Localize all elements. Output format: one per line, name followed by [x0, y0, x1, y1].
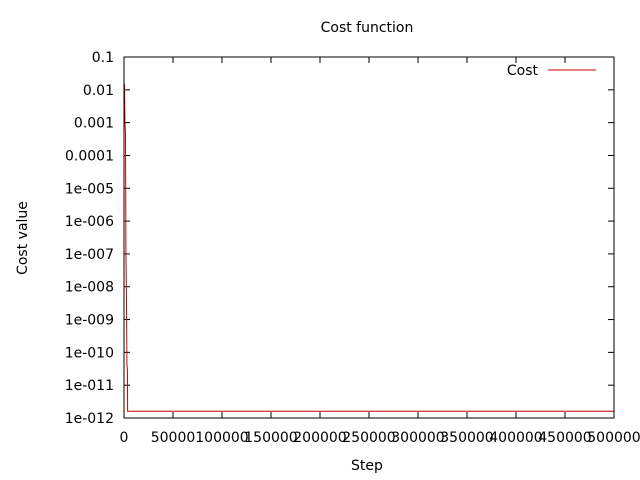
x-tick-label: 150000 — [244, 430, 297, 446]
y-tick-label: 0.0001 — [65, 148, 114, 164]
y-tick-label: 0.001 — [74, 116, 114, 132]
y-tick-label: 1e-005 — [65, 181, 114, 197]
y-tick-label: 0.1 — [92, 50, 114, 66]
x-tick-label: 200000 — [293, 430, 346, 446]
x-tick-label: 0 — [120, 430, 129, 446]
x-axis-label: Step — [351, 458, 383, 474]
x-tick-label: 450000 — [538, 430, 591, 446]
x-tick-label: 250000 — [342, 430, 395, 446]
x-tick-label: 350000 — [440, 430, 493, 446]
x-tick-label: 500000 — [587, 430, 640, 446]
y-tick-label: 1e-011 — [65, 378, 114, 394]
legend-label-cost: Cost — [507, 63, 539, 79]
chart-title: Cost function — [321, 20, 414, 36]
plot-area — [123, 83, 614, 412]
y-tick-label: 1e-010 — [65, 345, 114, 361]
x-tick-label: 400000 — [489, 430, 542, 446]
axis-ticks: 0.1 0.01 0.001 0.0001 1e-005 1e-006 1e-007 1e-0… — [65, 50, 640, 446]
y-tick-label: 1e-006 — [65, 214, 114, 230]
y-axis-label: Cost value — [15, 201, 31, 275]
plot-frame — [123, 56, 615, 419]
x-tick-label: 100000 — [195, 430, 248, 446]
legend: Cost — [507, 63, 596, 79]
y-tick-label: 1e-008 — [65, 280, 114, 296]
y-tick-label: 1e-012 — [65, 411, 114, 427]
y-tick-label: 1e-009 — [65, 313, 114, 329]
y-tick-label: 0.01 — [83, 83, 114, 99]
y-tick-label: 1e-007 — [65, 247, 114, 263]
series-line-0 — [123, 83, 614, 412]
x-tick-label: 300000 — [391, 430, 444, 446]
x-tick-label: 50000 — [151, 430, 196, 446]
